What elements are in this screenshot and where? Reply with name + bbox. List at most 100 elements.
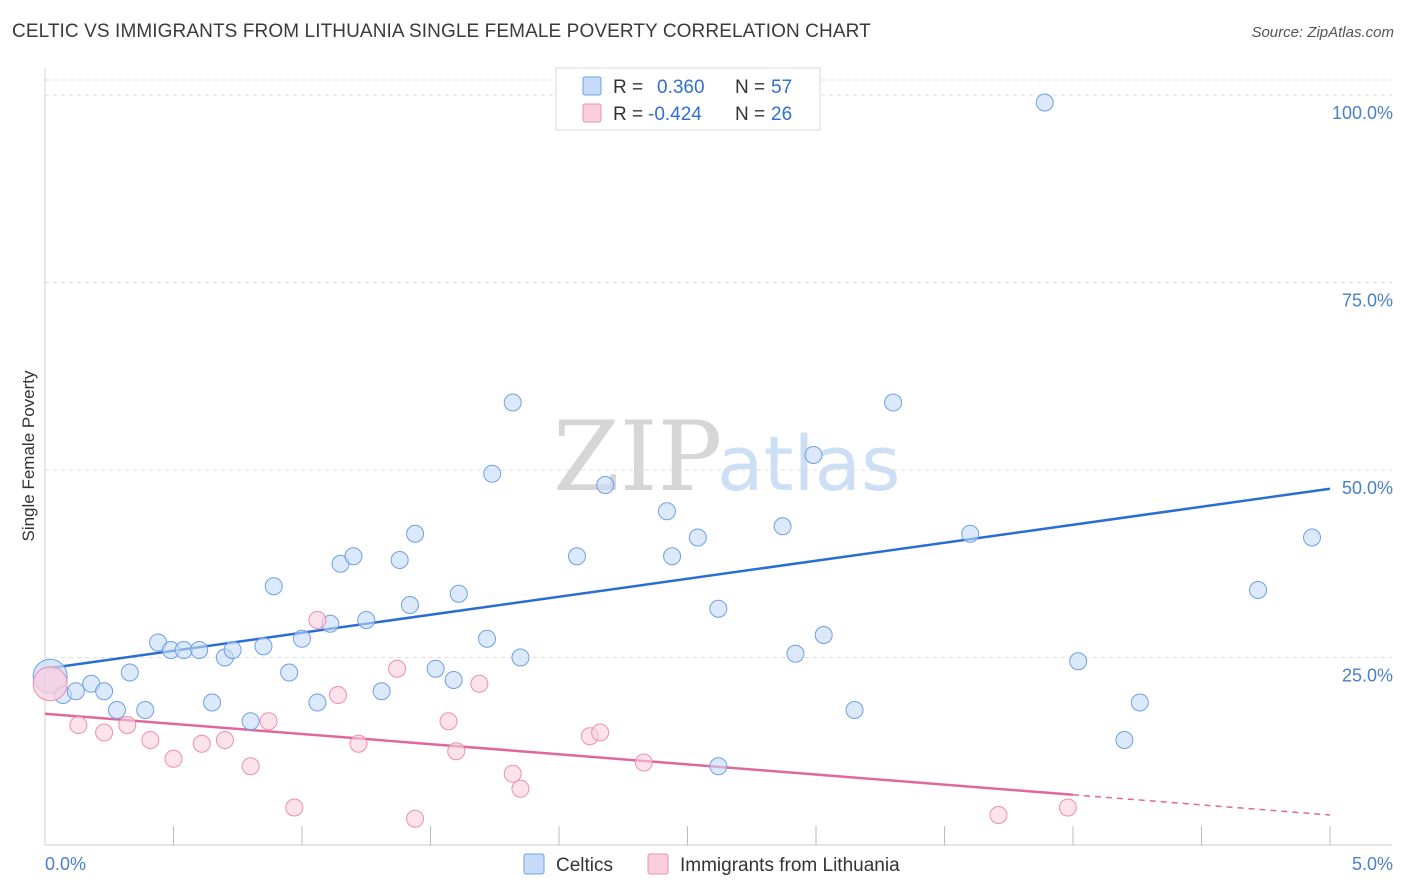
celtic-point (657, 502, 676, 521)
celtic-point (406, 524, 425, 543)
celtic-point (400, 596, 419, 614)
celtic-point (203, 693, 222, 712)
lithuania-point (32, 666, 68, 702)
celtic-point (804, 446, 823, 464)
celtic-point (961, 524, 980, 543)
celtic-point (426, 659, 445, 678)
celtic-point (95, 682, 114, 701)
chart-title: CELTIC VS IMMIGRANTS FROM LITHUANIA SING… (12, 21, 871, 42)
celtic-point (308, 693, 327, 712)
series-legend-label-lithuania: Immigrants from Lithuania (680, 855, 900, 876)
celtic-point (136, 701, 155, 719)
celtic-point (1249, 581, 1268, 599)
legend-lithuania-n-value: 26 (771, 104, 792, 125)
lithuania-point (634, 753, 653, 772)
celtic-point (663, 547, 682, 566)
legend-celtic-r-value: 0.360 (657, 77, 705, 98)
celtic-point (1303, 528, 1322, 547)
celtic-point (567, 547, 586, 566)
x-tick-label-min: 0.0% (45, 854, 86, 874)
lithuania-point (349, 734, 368, 753)
celtic-point (709, 757, 728, 776)
lithuania-point (164, 749, 183, 768)
celtic-point (390, 551, 409, 569)
celtic-point (120, 663, 139, 682)
celtic-point (241, 712, 260, 731)
legend-celtic-r-label: R = (613, 77, 643, 98)
celtic-point (1069, 652, 1088, 671)
chart-source: Source: ZipAtlas.com (1251, 24, 1394, 41)
celtic-point (1115, 731, 1134, 749)
lithuania-point (388, 659, 407, 678)
celtic-point (344, 547, 363, 566)
lithuania-trend-line (44, 712, 1074, 796)
celtic-point (511, 648, 530, 667)
lithuania-point (511, 779, 530, 798)
celtic-point (786, 644, 805, 663)
lithuania-point (503, 764, 522, 783)
x-ticks (173, 826, 1331, 845)
lithuania-point (215, 731, 234, 749)
lithuania-point (1058, 798, 1077, 817)
legend-celtic-n-value: 57 (771, 77, 792, 98)
lithuania-point (241, 757, 260, 776)
celtic-point (190, 641, 209, 659)
celtic-point (1130, 693, 1149, 712)
lithuania-point (591, 723, 610, 742)
stats-legend: R = 0.360 N = 57 R = -0.424 N = 26 (555, 67, 821, 131)
lithuania-point (259, 712, 278, 731)
y-tick-label: 25.0% (1342, 666, 1393, 686)
y-tick-label: 100.0% (1332, 103, 1393, 123)
celtic-point (357, 611, 376, 629)
celtic-point (709, 599, 728, 618)
lithuania-point (989, 806, 1008, 824)
series-legend-label-celtic: Celtics (556, 855, 613, 876)
legend-celtic-n-label: N = (735, 77, 765, 98)
watermark: ZIP atlas (553, 401, 901, 513)
celtic-point (596, 476, 615, 494)
legend-swatch-lithuania (582, 103, 602, 123)
y-tick-labels: 25.0% 50.0% 75.0% 100.0% (1332, 103, 1393, 686)
lithuania-point (439, 712, 458, 731)
x-tick-label-max: 5.0% (1352, 854, 1393, 874)
celtic-point (444, 671, 463, 689)
lithuania-point (406, 809, 425, 828)
lithuania-point (118, 716, 137, 734)
celtic-point (449, 584, 468, 603)
lithuania-point (328, 686, 347, 704)
watermark-zip: ZIP (553, 401, 722, 513)
lithuania-trend-line-extension (1072, 794, 1331, 816)
lithuania-point (141, 731, 160, 749)
lithuania-point (192, 734, 211, 753)
celtic-point (814, 626, 833, 644)
celtic-point (223, 641, 242, 659)
celtic-point (1035, 93, 1054, 112)
celtic-point (66, 682, 85, 701)
lithuania-point (95, 723, 114, 742)
lithuania-point (308, 611, 327, 629)
lithuania-point (285, 798, 304, 817)
celtic-point (280, 663, 299, 682)
celtic-point (174, 641, 193, 659)
y-tick-label: 75.0% (1342, 291, 1393, 311)
gridlines (45, 79, 1392, 658)
celtic-point (483, 464, 502, 483)
series-legend-swatch-celtic (523, 853, 545, 875)
celtic-point (503, 393, 522, 412)
celtic-point (264, 577, 283, 596)
series-legend-swatch-lithuania (647, 853, 669, 875)
lithuania-point (447, 742, 466, 761)
celtic-trend-line (44, 487, 1331, 670)
celtic-point (372, 682, 391, 701)
legend-lithuania-r-value: -0.424 (648, 104, 702, 125)
celtic-point (107, 701, 126, 719)
celtic-point (254, 637, 273, 656)
lithuania-point (69, 716, 88, 734)
celtic-point (688, 528, 707, 547)
legend-lithuania-r-label: R = (613, 104, 643, 125)
y-tick-label: 50.0% (1342, 478, 1393, 498)
celtic-point (773, 517, 792, 536)
celtic-point (884, 393, 903, 412)
watermark-atlas: atlas (717, 419, 901, 508)
